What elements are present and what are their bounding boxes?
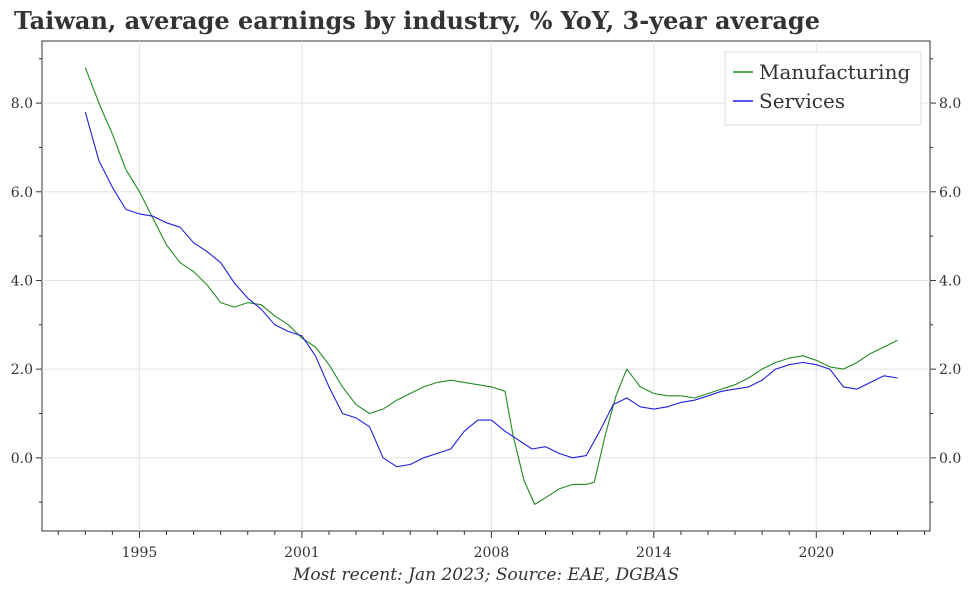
- legend-box: [724, 51, 922, 126]
- x-tick-label: 2020: [798, 545, 834, 561]
- series-layer: [84, 67, 898, 505]
- series-line-manufacturing: [84, 67, 898, 505]
- y-tick-label-right: 4.0: [939, 273, 961, 289]
- x-tick-label: 2008: [474, 545, 510, 561]
- y-tick-label-right: 2.0: [939, 362, 961, 378]
- legend-label-manufacturing: Manufacturing: [759, 60, 910, 84]
- y-tick-label-left: 6.0: [11, 185, 33, 201]
- x-tick-label: 2014: [636, 545, 672, 561]
- y-tick-label-left: 2.0: [11, 362, 33, 378]
- x-tick-label: 2001: [284, 545, 320, 561]
- y-tick-label-right: 6.0: [939, 185, 961, 201]
- y-tick-label-left: 4.0: [11, 273, 33, 289]
- y-tick-label-left: 0.0: [11, 451, 33, 467]
- plot-frame: [41, 40, 931, 532]
- x-tick-label: 1995: [122, 545, 158, 561]
- y-tick-label-left: 8.0: [11, 96, 33, 112]
- legend: Manufacturing Services: [724, 51, 922, 126]
- tick-layer: 0.0 0.0 2.0 2.0 4.0 4.0 6.0 6.0 8.0 8.0 1995 2001 20…: [11, 58, 961, 561]
- legend-label-services: Services: [759, 89, 845, 113]
- series-line-services: [84, 111, 898, 468]
- chart-source: Most recent: Jan 2023; Source: EAE, DGBA…: [292, 565, 680, 585]
- y-tick-label-right: 8.0: [939, 96, 961, 112]
- y-tick-label-right: 0.0: [939, 451, 961, 467]
- chart-title: Taiwan, average earnings by industry, % …: [14, 6, 820, 35]
